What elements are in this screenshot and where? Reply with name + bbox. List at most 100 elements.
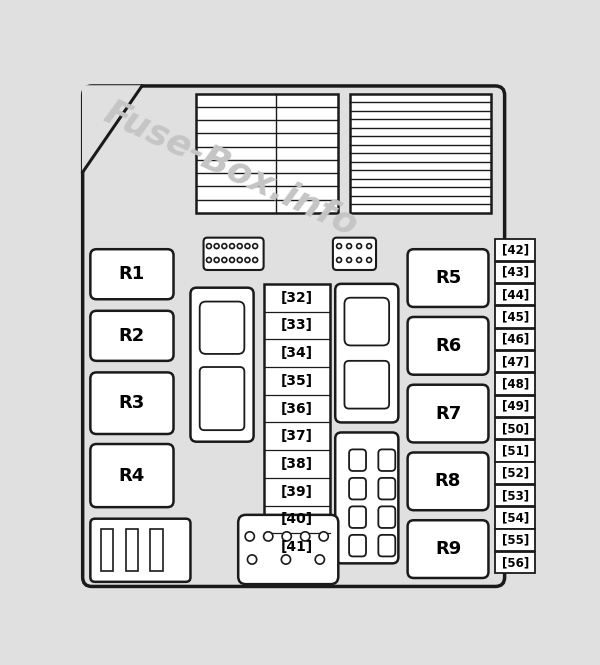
Text: R3: R3 [119,394,145,412]
Bar [496,261,535,283]
FancyBboxPatch shape [344,298,389,345]
Text: Fuse-Box.info: Fuse-Box.info [98,94,363,242]
Text: [33]: [33] [281,319,313,332]
FancyBboxPatch shape [91,249,173,299]
Bar [101,529,113,571]
Circle shape [237,243,242,249]
Text: [37]: [37] [281,430,313,444]
Circle shape [253,243,257,249]
FancyBboxPatch shape [238,515,338,584]
FancyBboxPatch shape [407,520,488,578]
Text: R2: R2 [119,327,145,345]
Bar [496,329,535,350]
FancyBboxPatch shape [349,506,366,528]
Circle shape [263,532,273,541]
Bar [496,373,535,395]
FancyBboxPatch shape [344,361,389,408]
Circle shape [337,243,341,249]
Text: [38]: [38] [281,457,313,471]
Text: [54]: [54] [502,511,529,525]
Circle shape [245,243,250,249]
Circle shape [337,257,341,263]
Text: [48]: [48] [502,378,529,390]
Bar [496,529,535,551]
Circle shape [301,532,310,541]
FancyBboxPatch shape [333,237,376,270]
Circle shape [214,257,219,263]
Circle shape [237,257,242,263]
Text: [34]: [34] [281,346,313,360]
Text: [36]: [36] [281,402,313,416]
FancyBboxPatch shape [379,535,395,557]
Bar [263,284,330,561]
Text: [51]: [51] [502,444,529,458]
FancyBboxPatch shape [379,450,395,471]
FancyBboxPatch shape [379,506,395,528]
FancyBboxPatch shape [335,432,398,563]
Text: [35]: [35] [281,374,313,388]
FancyBboxPatch shape [91,372,173,434]
Circle shape [347,257,352,263]
Bar [496,552,535,573]
Text: [42]: [42] [502,243,529,257]
Circle shape [222,257,227,263]
Text: [53]: [53] [502,489,529,502]
Circle shape [319,532,328,541]
Text: [43]: [43] [502,266,529,279]
Bar [126,529,138,571]
Text: [40]: [40] [281,513,313,527]
Polygon shape [83,86,142,172]
Circle shape [281,555,290,564]
FancyBboxPatch shape [91,519,190,582]
FancyBboxPatch shape [407,249,488,307]
Circle shape [214,243,219,249]
Bar [196,94,338,213]
Circle shape [206,257,211,263]
Circle shape [245,257,250,263]
FancyBboxPatch shape [83,86,505,587]
Circle shape [230,257,235,263]
Bar [496,418,535,440]
Bar [496,462,535,484]
Circle shape [253,257,257,263]
Text: R6: R6 [435,337,461,355]
FancyBboxPatch shape [335,284,398,422]
Bar [496,351,535,372]
FancyBboxPatch shape [349,478,366,499]
Text: R9: R9 [435,540,461,558]
Text: R7: R7 [435,404,461,422]
Text: [52]: [52] [502,467,529,479]
Circle shape [315,555,325,564]
Text: [49]: [49] [502,400,529,413]
Bar [496,507,535,529]
FancyBboxPatch shape [203,237,263,270]
Circle shape [356,243,362,249]
Bar [496,284,535,305]
Bar [496,239,535,261]
Text: R5: R5 [435,269,461,287]
FancyBboxPatch shape [379,478,395,499]
Text: [47]: [47] [502,355,529,368]
FancyBboxPatch shape [407,385,488,442]
FancyBboxPatch shape [200,367,244,430]
Text: [41]: [41] [281,540,313,554]
FancyBboxPatch shape [349,450,366,471]
Text: [39]: [39] [281,485,313,499]
Text: [55]: [55] [502,534,529,547]
Circle shape [282,532,292,541]
Text: [56]: [56] [502,556,529,569]
FancyBboxPatch shape [190,288,254,442]
Circle shape [367,257,371,263]
Circle shape [230,243,235,249]
Bar [496,396,535,417]
FancyBboxPatch shape [200,301,244,354]
Text: R8: R8 [435,472,461,490]
Bar [151,529,163,571]
FancyBboxPatch shape [407,452,488,510]
FancyBboxPatch shape [349,535,366,557]
FancyBboxPatch shape [407,317,488,374]
Text: R1: R1 [119,265,145,283]
Bar [350,94,491,213]
FancyBboxPatch shape [91,444,173,507]
Circle shape [347,243,352,249]
